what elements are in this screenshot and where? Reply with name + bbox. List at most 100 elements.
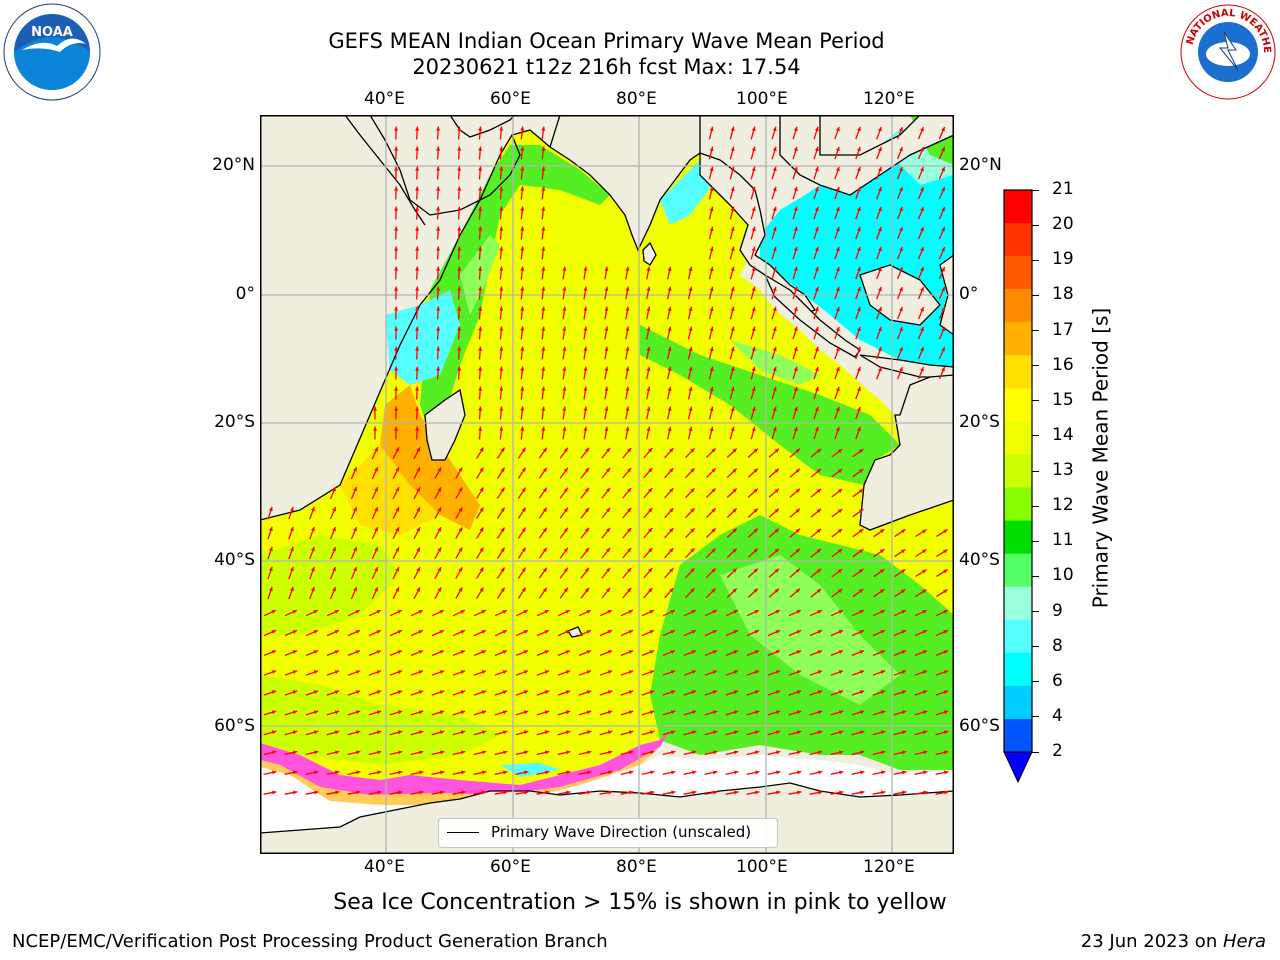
left-lat-label: 40°S	[214, 550, 255, 570]
wave-arrow-head	[271, 630, 276, 634]
wave-arrow-head	[669, 568, 674, 573]
wave-arrow-head	[692, 790, 697, 795]
wave-arrow-head	[732, 588, 737, 593]
chart-subtitle: 20230621 t12z 216h fcst Max: 17.54	[412, 55, 801, 79]
wave-arrow-head	[374, 567, 378, 572]
wave-arrow-head	[814, 246, 819, 252]
wave-arrow-head	[521, 527, 526, 532]
wave-arrow-head	[922, 589, 927, 594]
wave-arrow-head	[268, 546, 273, 552]
wave-arrow-head	[650, 790, 655, 795]
wave-arrow-head	[646, 306, 651, 311]
wave-arrow-head	[730, 126, 735, 132]
wave-arrow-head	[436, 286, 441, 291]
wave-arrow-head	[837, 509, 843, 514]
colorbar-tick-mark	[1032, 575, 1039, 577]
wave-arrow-head	[355, 690, 361, 695]
wave-arrow-head	[521, 587, 526, 592]
wave-arrow-head	[772, 226, 777, 232]
wave-arrow-head	[439, 630, 444, 634]
wave-arrow-head	[460, 670, 466, 674]
wave-arrow-head	[607, 710, 613, 715]
wave-arrow-head	[415, 186, 420, 191]
wave-arrow-head	[817, 670, 823, 674]
wave-arrow-head	[899, 367, 903, 372]
wave-arrow-head	[334, 670, 340, 674]
wave-arrow-head	[732, 508, 737, 513]
wave-arrow-head	[565, 690, 571, 695]
wave-arrow-head	[858, 529, 864, 534]
wave-arrow-head	[607, 730, 613, 735]
wave-arrow-head	[712, 610, 717, 614]
wave-arrow-head	[922, 650, 927, 654]
wave-arrow-head	[334, 630, 339, 634]
wave-arrow-head	[733, 710, 739, 715]
wave-arrow-head	[625, 346, 630, 351]
wave-arrow-head	[776, 790, 781, 795]
wave-arrow-head	[751, 246, 756, 252]
wave-arrow-head	[838, 710, 844, 715]
colorbar-tick-mark	[1032, 365, 1039, 367]
wave-arrow-head	[688, 426, 693, 431]
wave-arrow-head	[416, 487, 420, 492]
wave-arrow-head	[520, 406, 525, 411]
wave-arrow-head	[332, 547, 336, 552]
wave-arrow-head	[541, 266, 546, 271]
wave-arrow-head	[544, 710, 550, 715]
wave-arrow-head	[625, 386, 630, 391]
wave-arrow-head	[646, 346, 651, 351]
wave-arrow-head	[730, 286, 735, 292]
wave-arrow-head	[606, 467, 611, 473]
colorbar-segment	[1004, 190, 1032, 224]
wave-arrow-head	[377, 750, 382, 755]
wave-arrow-head	[503, 790, 508, 795]
wave-arrow-head	[628, 690, 634, 695]
wave-arrow-head	[542, 547, 547, 553]
wave-arrow-head	[271, 710, 277, 715]
wave-arrow-head	[542, 447, 547, 453]
wave-arrow-head	[941, 247, 945, 252]
wave-arrow-head	[478, 366, 483, 371]
wave-arrow-head	[814, 126, 819, 132]
wave-arrow-head	[398, 750, 403, 755]
wave-arrow-head	[650, 770, 655, 775]
wave-arrow-head	[751, 166, 756, 172]
wave-arrow-head	[541, 246, 546, 251]
wave-arrow-head	[814, 266, 819, 272]
wave-arrow-head	[314, 790, 319, 795]
wave-arrow-head	[816, 588, 822, 593]
wave-arrow-head	[648, 528, 653, 533]
wave-arrow-head	[795, 568, 800, 573]
wave-arrow-head	[418, 650, 423, 654]
wave-arrow-head	[838, 650, 843, 654]
wave-arrow-head	[334, 710, 340, 715]
wave-arrow-head	[899, 327, 903, 332]
wave-arrow-head	[711, 528, 716, 533]
wave-arrow-head	[482, 790, 487, 795]
wave-arrow-head	[901, 630, 906, 634]
wave-arrow-head	[775, 690, 781, 695]
wave-arrow-head	[397, 670, 403, 674]
wave-arrow-head	[562, 306, 567, 311]
wave-arrow-head	[878, 126, 882, 132]
wave-arrow-head	[565, 650, 570, 654]
wave-arrow-head	[394, 226, 399, 231]
wave-arrow-head	[879, 529, 885, 534]
wave-arrow-head	[814, 186, 819, 192]
wave-arrow-head	[457, 146, 462, 151]
wave-arrow-head	[502, 610, 507, 614]
bottom-lon-label: 120°E	[863, 857, 915, 877]
wave-arrow-head	[835, 266, 840, 272]
wave-arrow-head	[479, 447, 484, 452]
wave-arrow-head	[436, 166, 441, 171]
wave-arrow-head	[394, 206, 399, 211]
wave-arrow-head	[837, 569, 843, 574]
wave-arrow-head	[541, 166, 546, 171]
wave-arrow-head	[374, 487, 378, 492]
wave-arrow-head	[730, 206, 735, 212]
wave-arrow-head	[606, 507, 611, 513]
wave-arrow-head	[292, 690, 298, 695]
wave-arrow-head	[671, 790, 676, 795]
wave-arrow-head	[688, 366, 693, 371]
wave-arrow-head	[670, 710, 676, 715]
